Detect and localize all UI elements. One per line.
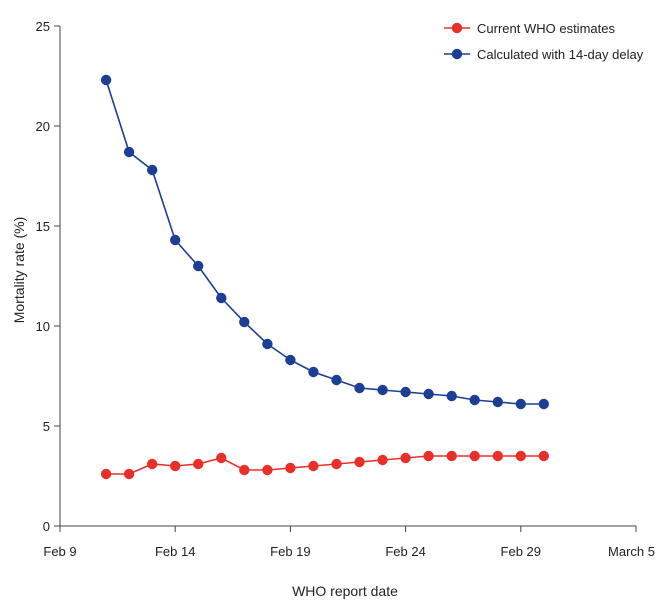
data-point (400, 386, 411, 398)
data-point (239, 316, 250, 328)
legend-label: Current WHO estimates (477, 21, 615, 36)
x-tick-label: Feb 19 (270, 544, 310, 559)
x-tick-label: Feb 24 (385, 544, 425, 559)
data-point (216, 292, 227, 304)
data-point (354, 382, 365, 394)
series-1 (100, 74, 549, 410)
y-tick-label: 25 (36, 19, 50, 34)
legend-label: Calculated with 14-day delay (477, 47, 644, 62)
data-point (400, 452, 411, 464)
x-axis-title: WHO report date (292, 583, 398, 599)
data-point (123, 468, 135, 480)
data-point (377, 384, 388, 396)
y-axis-title: Mortality rate (%) (11, 217, 27, 324)
data-point (193, 260, 204, 272)
data-point (147, 458, 158, 470)
legend-item: Calculated with 14-day delay (444, 47, 644, 62)
data-point (239, 464, 250, 476)
data-point (100, 468, 112, 480)
data-point (515, 450, 526, 462)
data-point (538, 450, 549, 462)
x-tick-label: Feb 14 (155, 544, 195, 559)
data-point (515, 398, 526, 410)
x-tick-label: Feb 29 (501, 544, 541, 559)
legend-item: Current WHO estimates (444, 21, 615, 36)
data-point (492, 450, 503, 462)
data-point (123, 146, 135, 158)
data-point (331, 458, 342, 470)
series-0 (100, 450, 549, 480)
data-point (308, 366, 319, 378)
data-point (446, 450, 457, 462)
y-ticks: 0 5 10 15 20 25 (36, 19, 60, 534)
legend-marker (451, 48, 463, 60)
y-tick-label: 10 (36, 319, 50, 334)
data-point (285, 462, 296, 474)
data-point (446, 390, 457, 402)
legend-marker (451, 22, 463, 34)
data-point (262, 464, 273, 476)
series-layer (100, 74, 549, 480)
data-point (377, 454, 388, 466)
data-point (354, 456, 365, 468)
data-point (262, 338, 273, 350)
data-point (423, 450, 434, 462)
data-point (170, 460, 181, 472)
data-point (469, 450, 480, 462)
y-tick-label: 20 (36, 119, 50, 134)
data-point (170, 234, 181, 246)
data-point (492, 396, 503, 408)
x-tick-label: March 5 (608, 544, 655, 559)
y-tick-label: 0 (43, 519, 50, 534)
y-tick-label: 15 (36, 219, 50, 234)
data-point (285, 354, 296, 366)
data-point (538, 398, 549, 410)
data-point (331, 374, 342, 386)
data-point (423, 388, 434, 400)
data-point (193, 458, 204, 470)
data-point (308, 460, 319, 472)
x-ticks: Feb 9 Feb 14 Feb 19 Feb 24 Feb 29 March 5 (43, 526, 655, 559)
axes: 0 5 10 15 20 25 Feb 9 Feb 14 Feb 19 Feb 24 Feb 29… (36, 19, 655, 559)
data-point (216, 452, 227, 464)
data-point (147, 164, 158, 176)
x-tick-label: Feb 9 (43, 544, 76, 559)
y-tick-label: 5 (43, 419, 50, 434)
data-point (469, 394, 480, 406)
data-point (100, 74, 112, 86)
legend: Current WHO estimates Calculated with 14-… (444, 21, 644, 62)
